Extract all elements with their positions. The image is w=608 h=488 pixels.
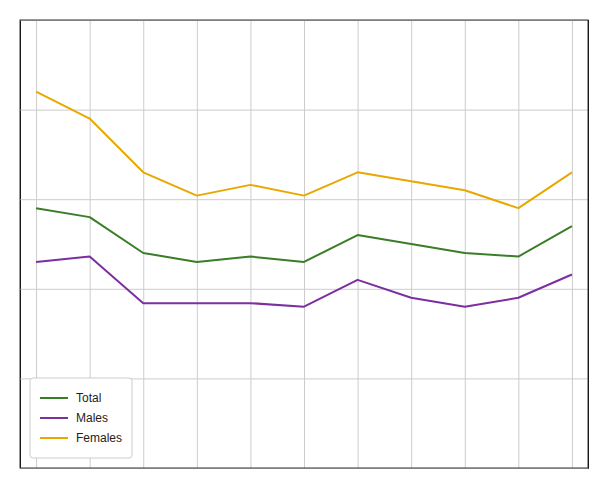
y-tick xyxy=(20,110,588,111)
x-grid-line xyxy=(197,20,198,468)
legend-swatch xyxy=(40,397,68,399)
y-grid-line xyxy=(20,289,588,290)
legend-swatch xyxy=(40,437,68,439)
legend-item: Males xyxy=(40,411,108,425)
x-grid-line xyxy=(304,20,305,468)
legend-item: Females xyxy=(40,431,122,445)
series-line xyxy=(36,208,572,262)
x-grid-line xyxy=(358,20,359,468)
chart: Total Males Females xyxy=(0,0,608,488)
plot-frame xyxy=(20,20,588,468)
x-grid-line xyxy=(518,20,519,468)
lines xyxy=(36,92,572,307)
x-axis xyxy=(21,20,589,469)
legend-box xyxy=(30,378,132,458)
x-grid-line xyxy=(250,20,251,468)
x-tick xyxy=(143,20,144,468)
legend-label: Females xyxy=(76,431,122,445)
x-axis-line xyxy=(21,20,589,469)
x-tick xyxy=(572,20,573,468)
y-axis-line xyxy=(21,21,589,469)
legend-swatch xyxy=(40,417,68,419)
legend: Total Males Females xyxy=(30,378,132,458)
y-grid-line xyxy=(20,199,588,200)
y-grid-line xyxy=(20,110,588,111)
legend-item: Total xyxy=(40,391,101,405)
y-tick xyxy=(20,289,588,290)
x-tick xyxy=(518,20,519,468)
x-grid-line xyxy=(143,20,144,468)
x-tick xyxy=(197,20,198,468)
x-grid-line xyxy=(572,20,573,468)
x-grid-line xyxy=(465,20,466,468)
plot: Total Males Females xyxy=(20,20,589,469)
legend-label: Total xyxy=(76,391,101,405)
x-tick xyxy=(304,20,305,468)
y-tick xyxy=(20,199,588,200)
series-line xyxy=(36,257,572,307)
x-tick xyxy=(358,20,359,468)
x-tick xyxy=(465,20,466,468)
legend-label: Males xyxy=(76,411,108,425)
series-line xyxy=(36,92,572,208)
x-tick xyxy=(250,20,251,468)
plot-background xyxy=(20,20,588,468)
y-axis xyxy=(20,21,588,469)
